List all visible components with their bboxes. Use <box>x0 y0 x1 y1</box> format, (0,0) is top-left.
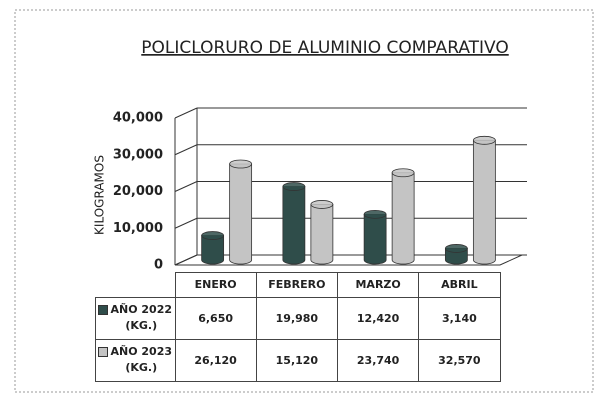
cylinder-body <box>229 163 253 265</box>
grid-line <box>174 144 198 156</box>
table-cell: 6,650 <box>174 296 257 340</box>
x-tick-label: ENERO <box>174 272 257 298</box>
grid-line <box>174 181 198 192</box>
y-tick-label: 0 <box>154 258 163 273</box>
y-tick-label: 30,000 <box>113 147 163 162</box>
legend-swatch <box>98 347 109 357</box>
legend-item: AÑO 2023 (KG.) <box>96 344 175 376</box>
legend-label: AÑO 2023 (KG.) <box>110 345 172 374</box>
x-tick-label: MARZO <box>336 272 420 298</box>
cylinder-cap <box>310 200 334 209</box>
cylinder-body <box>472 139 496 265</box>
x-tick-label: ABRIL <box>418 272 501 298</box>
cylinder-body <box>363 213 387 265</box>
cylinder <box>201 231 225 265</box>
table-corner <box>96 273 176 298</box>
table-cell: 19,980 <box>255 296 339 340</box>
grid-line <box>174 217 198 229</box>
cylinder <box>229 159 253 265</box>
grid-line <box>174 254 198 266</box>
table-row: AÑO 2022 (KG.) 6,650 19,980 12,420 3,140 <box>95 296 501 340</box>
cylinder-cap <box>363 209 387 219</box>
legend-entry: AÑO 2022 (KG.) <box>95 296 176 340</box>
cylinder-cap <box>201 231 225 240</box>
chart-border <box>14 9 594 393</box>
table-cell: 32,570 <box>418 338 501 382</box>
grid-line <box>174 107 198 119</box>
table-cell: 12,420 <box>336 296 420 340</box>
cylinder <box>282 182 306 265</box>
legend-item: AÑO 2022 (KG.) <box>96 302 175 334</box>
cylinder-cap <box>472 135 496 145</box>
cylinder <box>310 200 334 265</box>
cylinder <box>391 168 415 265</box>
y-tick-label: 20,000 <box>113 184 163 199</box>
y-axis-label: KILOGRAMOS <box>93 155 107 235</box>
floor <box>174 254 523 266</box>
cylinder-body <box>310 204 334 265</box>
cylinder-cap <box>391 168 415 178</box>
table-cell: 23,740 <box>336 338 420 382</box>
cylinder <box>363 209 387 265</box>
cylinder-body <box>282 186 306 265</box>
cylinder <box>472 135 496 265</box>
cylinder-cap <box>282 182 306 191</box>
legend-swatch <box>98 305 109 315</box>
cylinder-body <box>391 172 415 265</box>
cylinder-cap <box>444 244 468 253</box>
x-tick-label: FEBRERO <box>255 272 339 298</box>
data-table: ENERO FEBRERO MARZO ABRIL AÑO 2022 (KG.) 6,65… <box>95 272 501 382</box>
y-tick-label: 40,000 <box>113 111 163 126</box>
table-cell: 15,120 <box>255 338 339 382</box>
table-header-row: ENERO FEBRERO MARZO ABRIL <box>96 272 501 298</box>
y-tick-label: 10,000 <box>113 221 163 236</box>
cylinder-body <box>201 235 225 265</box>
chart-title: POLICLORURO DE ALUMINIO COMPARATIVO <box>141 38 508 58</box>
table-cell: 26,120 <box>174 338 257 382</box>
legend-entry: AÑO 2023 (KG.) <box>95 338 176 382</box>
cylinder-cap <box>229 159 253 169</box>
table-cell: 3,140 <box>418 296 501 340</box>
cylinder <box>444 244 468 265</box>
table-row: AÑO 2023 (KG.) 26,120 15,120 23,740 32,570 <box>95 338 501 382</box>
legend-label: AÑO 2022 (KG.) <box>110 303 172 332</box>
